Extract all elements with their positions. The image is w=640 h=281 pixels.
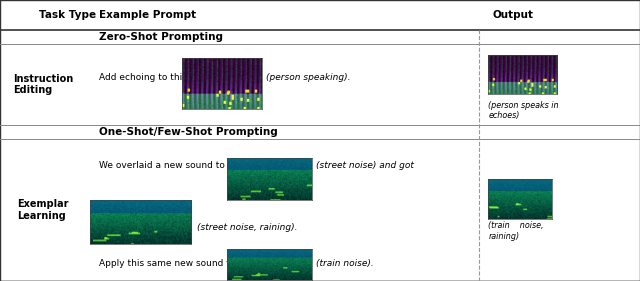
Text: Exemplar
Learning: Exemplar Learning (17, 199, 69, 221)
Text: Apply this same new sound to: Apply this same new sound to (99, 259, 236, 268)
Text: Example Prompt: Example Prompt (99, 10, 196, 20)
Text: Task Type: Task Type (39, 10, 96, 20)
Text: (street noise, raining).: (street noise, raining). (197, 223, 298, 232)
Text: (train    noise,
raining): (train noise, raining) (488, 221, 544, 241)
Text: One-Shot/Few-Shot Prompting: One-Shot/Few-Shot Prompting (99, 127, 278, 137)
Text: Output: Output (493, 10, 534, 20)
Text: We overlaid a new sound to: We overlaid a new sound to (99, 161, 225, 170)
Text: (person speaks in
echoes): (person speaks in echoes) (488, 101, 559, 120)
Text: Add echoing to this audio: Add echoing to this audio (99, 73, 215, 82)
Text: Zero-Shot Prompting: Zero-Shot Prompting (99, 31, 223, 42)
Text: (person speaking).: (person speaking). (266, 73, 351, 82)
Text: (train noise).: (train noise). (316, 259, 373, 268)
Text: (street noise) and got: (street noise) and got (316, 161, 413, 170)
Text: Instruction
Editing: Instruction Editing (13, 74, 74, 95)
